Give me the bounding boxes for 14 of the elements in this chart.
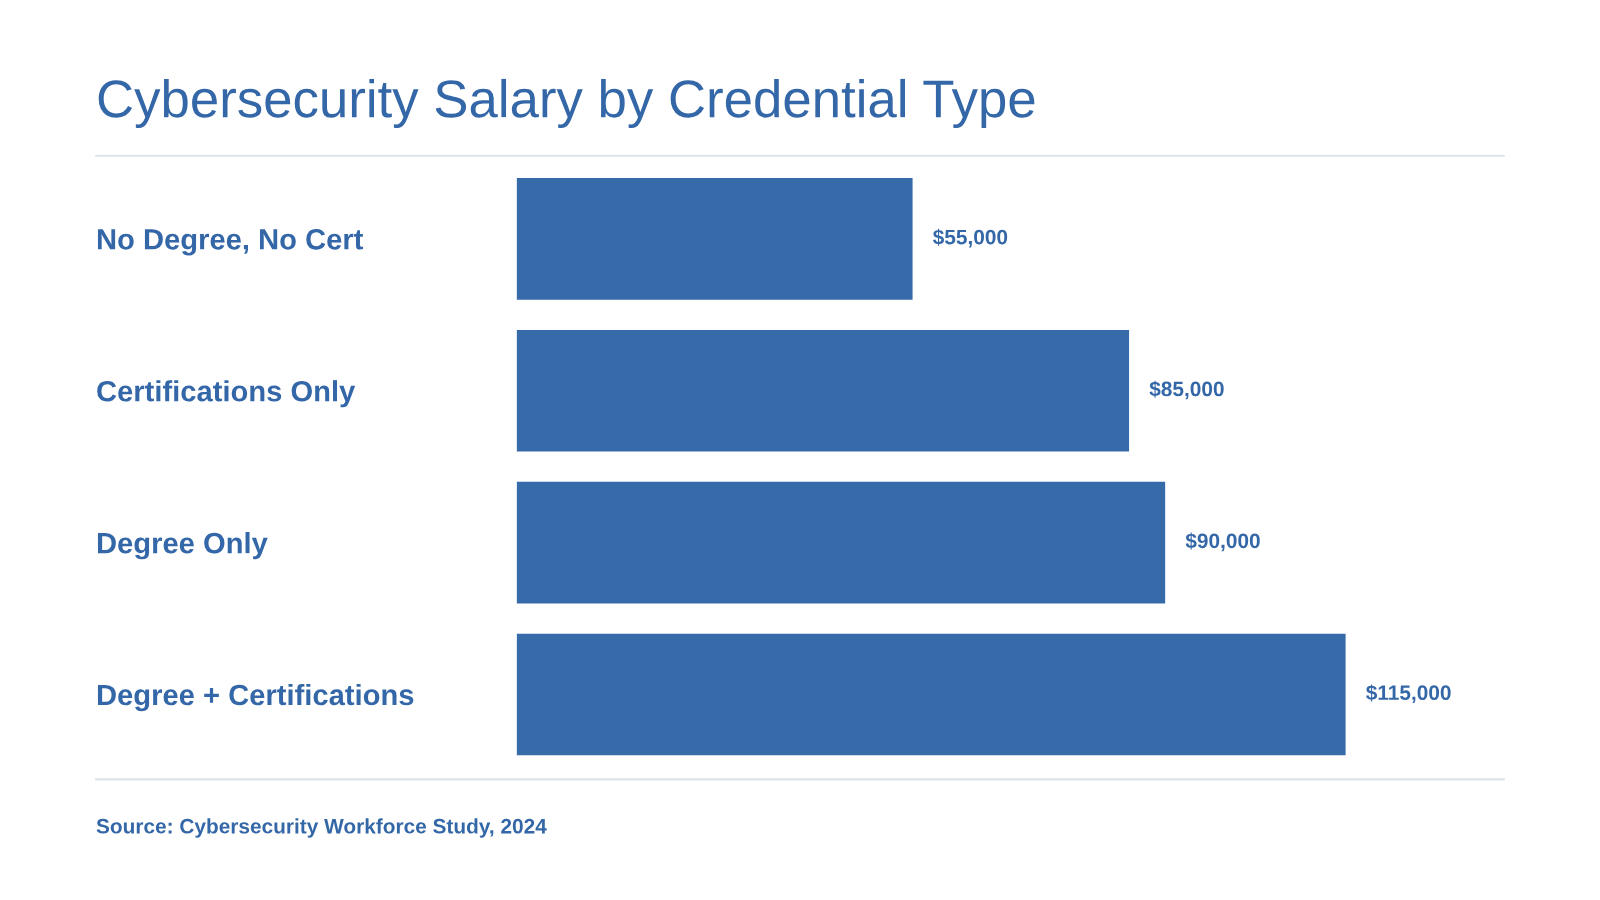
data-label: $55,000 (932, 228, 1008, 248)
y-tick-label: Degree + Certifications (97, 683, 414, 712)
source-note: Source: Cybersecurity Workforce Study, 2024 (96, 818, 547, 838)
bar (516, 328, 1131, 453)
bar (516, 480, 1167, 605)
bar (516, 632, 1347, 757)
data-label: $90,000 (1185, 532, 1260, 552)
y-tick-label: Degree Only (97, 532, 268, 560)
bar (516, 176, 914, 302)
y-tick-label: Certifications Only (97, 380, 356, 408)
y-tick-label: No Degree, No Cert (97, 228, 364, 256)
chart-title: Cybersecurity Salary by Credential Type (98, 78, 1035, 129)
data-label: $85,000 (1149, 380, 1224, 400)
data-label: $115,000 (1366, 684, 1451, 704)
